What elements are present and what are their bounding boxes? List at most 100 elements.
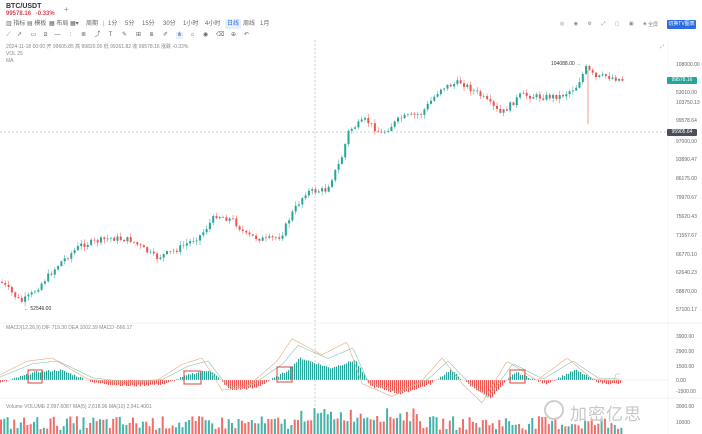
macd-bar — [420, 380, 422, 388]
undo-tool-icon[interactable]: ↶ — [243, 32, 250, 38]
macd-bar — [550, 380, 552, 383]
fullscreen-label[interactable]: 全屏 — [648, 22, 659, 28]
rect-tool-icon[interactable]: ▭ — [30, 32, 37, 38]
candle-body — [307, 190, 310, 196]
macd-bar — [278, 376, 280, 380]
macd-bar — [230, 380, 232, 390]
volume-bar — [214, 428, 217, 434]
macd-bar — [330, 368, 332, 380]
volume-bar — [584, 420, 587, 434]
price-axis-label: 79970.67 — [676, 195, 697, 201]
macd-axis-label: 2900.00 — [676, 349, 695, 355]
interval-button[interactable]: 15分 — [142, 21, 155, 27]
interval-menu-button[interactable]: 周期 — [86, 21, 99, 27]
interval-button[interactable]: 30分 — [163, 21, 176, 27]
macd-bar — [100, 380, 102, 384]
channel-tool-icon[interactable]: ⧄ — [43, 32, 48, 38]
candle-body — [93, 239, 96, 241]
brush-tool-icon[interactable]: ✎ — [121, 32, 128, 38]
macd-bar — [96, 380, 98, 383]
volume-bar — [148, 426, 151, 434]
volume-bar — [402, 420, 405, 434]
vline-tool-icon[interactable]: ⫶ — [69, 32, 72, 38]
ray-tool-icon[interactable]: ↗ — [16, 32, 23, 38]
macd-bar — [316, 364, 318, 380]
pattern-tool-icon[interactable]: ⧈ — [149, 32, 154, 38]
macd-highlight-box — [183, 370, 202, 385]
volume-bar — [128, 422, 131, 434]
interval-button[interactable]: 1小时 — [183, 21, 199, 27]
macd-bar — [488, 380, 490, 397]
layout-button[interactable]: ▦ 布局 — [49, 21, 69, 27]
candle-body — [489, 99, 492, 102]
indicators-button[interactable]: ▥ 指标 — [6, 21, 26, 27]
macd-bar — [442, 376, 444, 380]
interval-button[interactable]: 5分 — [125, 21, 135, 27]
line-tool-icon[interactable]: ⟋ — [6, 32, 11, 38]
hline-tool-icon[interactable]: — — [54, 32, 61, 38]
arrow-tool-icon[interactable]: ⤴ — [94, 32, 101, 38]
interval-button-active[interactable]: 日线 — [225, 19, 242, 29]
interval-button[interactable]: 1分 — [108, 21, 118, 27]
interval-button[interactable]: 1月 — [260, 21, 270, 27]
chart-canvas[interactable] — [0, 40, 702, 434]
volume-bar — [9, 428, 12, 434]
macd-bar — [544, 380, 546, 383]
price-axis-label: 71557.67 — [676, 233, 697, 239]
macd-bar — [394, 380, 396, 393]
macd-bar — [212, 372, 214, 380]
macd-bar — [602, 380, 604, 384]
macd-bar — [164, 380, 166, 385]
candle-body — [169, 251, 172, 252]
macd-bar — [592, 378, 594, 380]
macd-bar — [106, 380, 108, 385]
volume-bar — [607, 427, 610, 434]
macd-bar — [398, 380, 400, 395]
volume-bar — [267, 418, 270, 434]
switch-tv-chart-button[interactable]: 切换TV图表 — [667, 20, 696, 29]
macd-bar — [548, 380, 550, 384]
trash-tool-icon[interactable]: ⌫ — [216, 32, 225, 38]
text-tool-icon[interactable]: T — [108, 32, 113, 38]
lock-tool-icon[interactable]: ⌂ — [190, 32, 195, 38]
measure-tool-icon[interactable]: ⊞ — [135, 32, 142, 38]
volume-bar — [603, 418, 606, 434]
price-axis-label: 62640.23 — [676, 270, 697, 276]
templates-button[interactable]: ▤ 模板 — [27, 21, 47, 27]
candle-body — [156, 253, 159, 259]
macd-bar — [14, 377, 16, 380]
add-tab-icon[interactable]: + — [64, 5, 69, 14]
interval-button[interactable]: 周线 — [243, 21, 256, 27]
candle-body — [446, 84, 449, 89]
volume-bar — [379, 421, 382, 434]
volume-bar — [320, 412, 323, 434]
pen-tool-icon[interactable]: ✐ — [162, 32, 169, 38]
expand-icon[interactable]: ⤢ — [660, 44, 665, 50]
magnet-tool-icon[interactable]: ⋔ — [176, 32, 183, 39]
volume-bar — [184, 421, 187, 434]
macd-dea-line — [0, 345, 621, 398]
macd-bar — [616, 380, 618, 384]
macd-bar — [618, 380, 620, 385]
zoom-tool-icon[interactable]: ⊕ — [230, 32, 237, 38]
layout-dropdown[interactable]: ▦▾ — [70, 21, 79, 27]
interval-button[interactable]: 4小时 — [205, 21, 221, 27]
volume-bar — [280, 423, 283, 434]
macd-bar — [408, 380, 410, 393]
macd-bar — [62, 370, 64, 380]
volume-bar — [303, 421, 306, 434]
candle-body — [192, 241, 195, 242]
volume-bar — [514, 424, 517, 434]
macd-bar — [280, 374, 282, 380]
macd-bar — [412, 380, 414, 390]
macd-bar — [300, 357, 302, 380]
volume-bar — [135, 423, 138, 434]
candle-body — [486, 96, 489, 100]
macd-bar — [228, 380, 230, 388]
eye-tool-icon[interactable]: ◉ — [202, 32, 209, 38]
macd-bar — [24, 375, 26, 380]
candle-body — [400, 117, 403, 119]
fib-tool-icon[interactable]: ≣ — [80, 32, 87, 38]
volume-bar — [227, 419, 230, 434]
symbol-tab[interactable]: BTC/USDT — [6, 3, 42, 10]
